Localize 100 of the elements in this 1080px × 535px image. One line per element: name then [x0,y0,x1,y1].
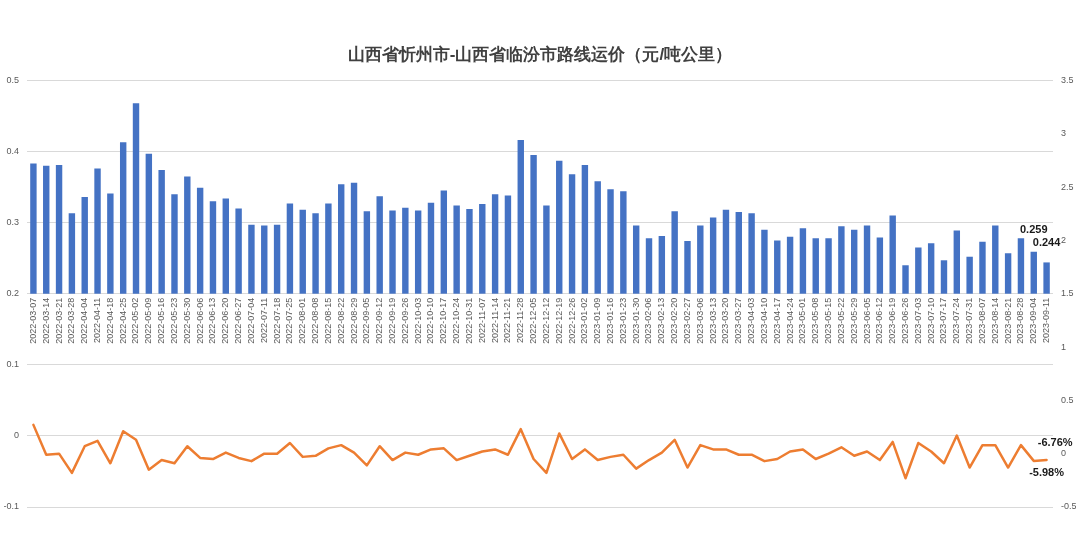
bar [556,160,563,294]
bar [543,205,550,294]
bar [466,209,473,294]
bar [709,217,717,294]
x-tick-label: 2022-10-24 [451,297,462,344]
x-tick-label: 2022-05-02 [130,297,141,344]
bar [581,165,589,294]
bar [158,169,165,294]
bar [222,198,229,294]
bar [248,224,255,294]
x-tick-label: 2023-08-14 [989,297,1000,344]
y2-tick-label: 1.5 [1061,288,1074,299]
x-tick-label: 2022-06-27 [233,297,244,344]
bar [992,225,999,294]
x-tick-label: 2022-06-20 [220,297,231,344]
bar [684,241,691,294]
bar [145,153,153,294]
x-tick-label: 2022-11-21 [502,297,513,344]
x-tick-label: 2022-10-03 [412,297,423,344]
y2-tick-label: 0.5 [1061,394,1074,405]
bar [1030,251,1037,294]
x-tick-label: 2023-06-19 [887,297,898,344]
x-tick-label: 2023-07-17 [938,297,949,344]
x-tick-label: 2023-07-03 [912,297,923,344]
bar [889,215,896,294]
x-tick-label: 2023-03-13 [707,297,718,344]
x-tick-label: 2022-06-13 [207,297,218,344]
x-tick-label: 2022-08-08 [310,297,321,344]
x-tick-label: 2022-07-04 [245,297,256,344]
bar [273,224,281,294]
x-tick-label: 2022-11-28 [515,297,526,344]
bar [107,193,114,294]
x-tick-label: 2023-04-10 [758,297,769,344]
bar [312,213,319,294]
x-tick-label: 2022-04-04 [79,297,90,344]
bar [196,187,204,294]
x-tick-label: 2022-11-14 [489,297,500,344]
bar [645,238,653,294]
y2-tick-label: 3 [1061,128,1067,139]
x-tick-label: 2023-03-06 [694,297,705,344]
y2-tick-label: 0 [1061,448,1067,459]
x-tick-label: 2023-05-15 [823,297,834,344]
data-label: -6.76% [1037,435,1073,448]
bar [453,205,460,294]
bar [235,208,242,294]
bar [953,230,961,294]
bar [55,165,63,294]
x-tick-label: 2022-03-28 [66,297,77,344]
x-tick-label: 2022-12-19 [553,297,564,344]
bar [671,211,678,294]
x-tick-label: 2022-04-11 [92,297,103,344]
bar [876,237,884,294]
x-tick-label: 2023-02-27 [681,297,692,344]
x-tick-label: 2023-05-08 [810,297,821,344]
bar [632,225,640,294]
y2-tick-label: 3.5 [1061,74,1074,85]
x-tick-label: 2022-12-05 [528,297,539,344]
bar [414,210,422,294]
x-tick-label: 2022-03-21 [53,297,64,344]
bar [838,226,845,294]
x-tick-label: 2023-06-26 [900,297,910,344]
x-tick-label: 2022-08-29 [348,297,359,344]
x-tick-label: 2023-02-13 [656,297,667,344]
bar [350,182,358,294]
bar [30,163,37,294]
bar [325,203,332,294]
x-tick-label: 2022-07-18 [271,297,282,344]
bar [81,197,88,294]
x-tick-label: 2023-03-27 [733,297,744,344]
chart-title: 山西省忻州市-山西省临汾市路线运价（元/吨公里） [347,44,733,64]
x-tick-label: 2023-09-04 [1028,297,1039,344]
bar [851,229,858,294]
bar [43,165,50,294]
x-tick-label: 2023-07-10 [925,297,936,344]
y2-tick-label: -0.5 [1061,501,1077,512]
bar [786,236,794,294]
x-tick-label: 2022-04-25 [117,297,128,344]
bar [119,142,127,294]
bar [1004,253,1012,294]
bar [504,195,512,294]
x-tick-label: 2023-08-21 [1002,297,1013,344]
x-tick-label: 2022-08-01 [297,297,308,344]
x-tick-label: 2023-02-06 [643,297,654,344]
x-tick-label: 2023-01-23 [617,297,628,344]
data-label: 0.244 [1032,236,1062,249]
x-tick-label: 2023-06-12 [874,297,885,344]
bar [491,194,499,294]
x-tick-label: 2023-09-11 [1041,297,1052,344]
x-tick-label: 2022-05-16 [156,297,167,344]
bar [363,211,371,294]
x-tick-label: 2022-05-23 [168,297,179,344]
y-tick-label: 0.2 [6,288,19,299]
bar [338,184,345,294]
x-tick-label: 2022-03-07 [27,297,38,344]
bar [261,225,268,294]
bar [171,194,178,294]
x-tick-label: 2022-03-14 [40,297,51,344]
x-tick-label: 2022-10-17 [438,297,449,344]
bar [209,201,217,294]
bar [568,174,576,294]
